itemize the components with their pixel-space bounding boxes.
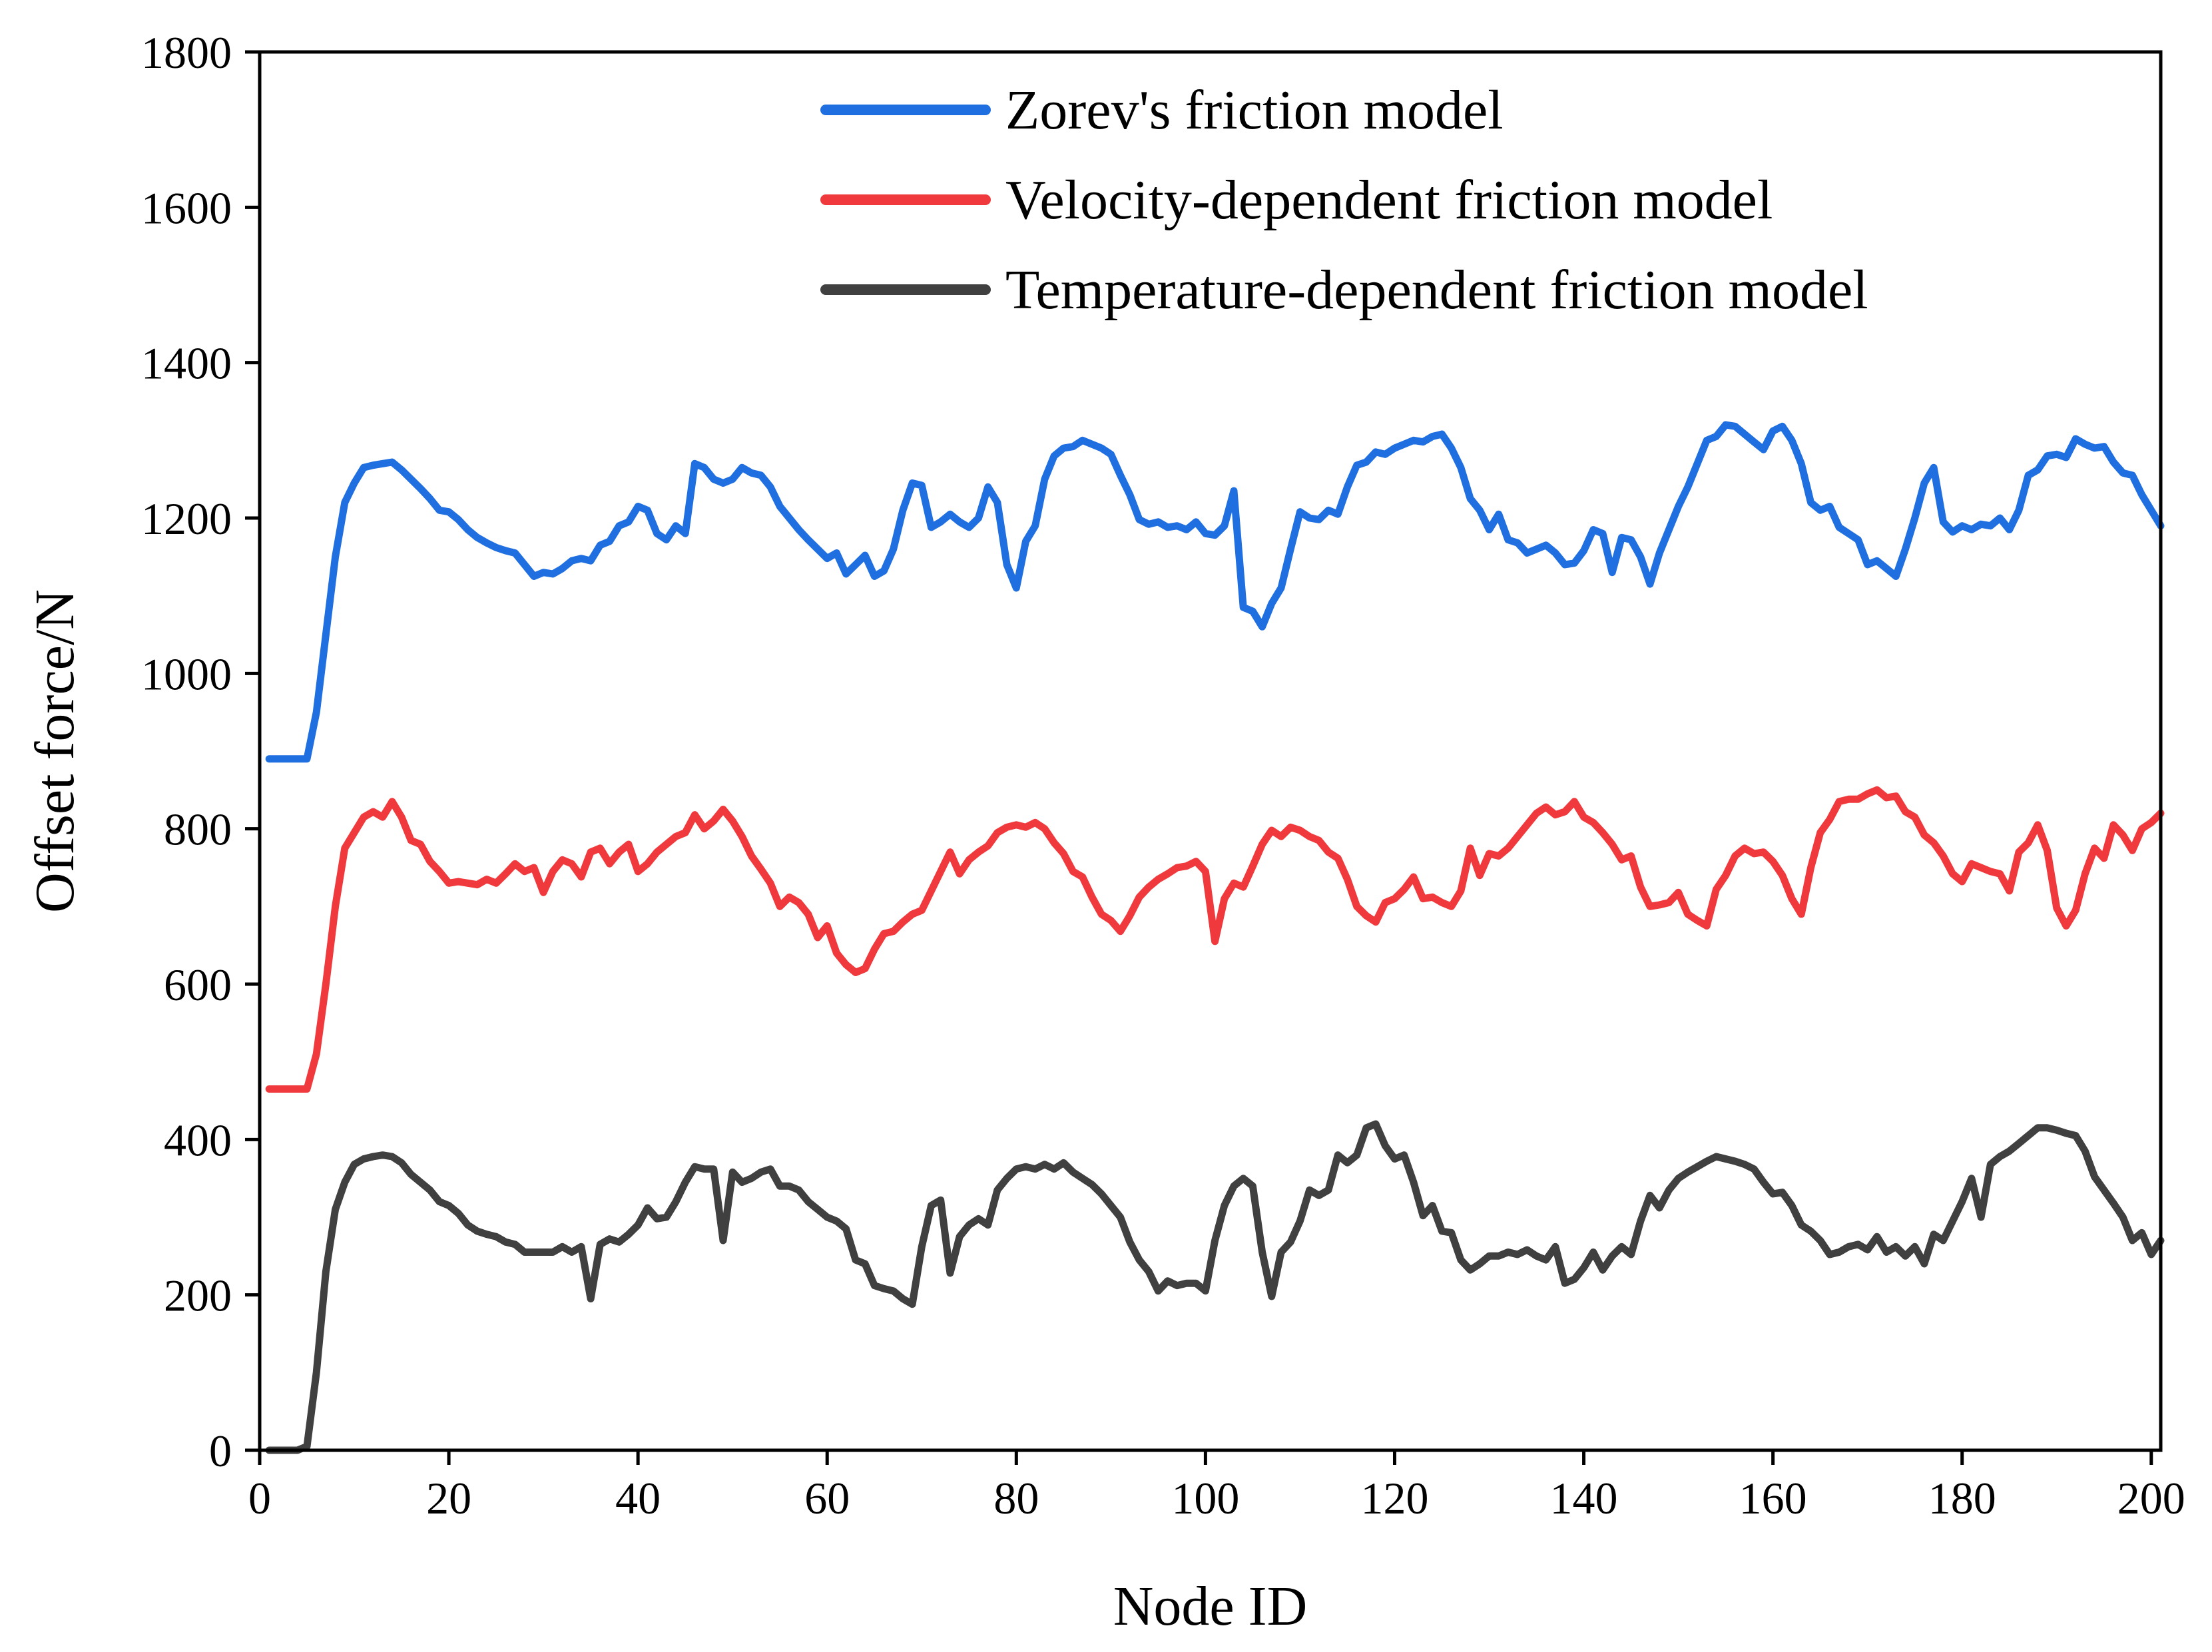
- y-tick-label: 600: [164, 960, 232, 1010]
- legend: Zorev's friction model Velocity-dependent…: [820, 79, 1868, 321]
- y-tick-label: 1200: [141, 493, 232, 544]
- x-tick-label: 120: [1360, 1473, 1428, 1523]
- x-tick-label: 160: [1739, 1473, 1807, 1523]
- ticks-layer: 0 20 40 60 80 100 120 140 160 180 200 0 200 400 600 800…: [141, 27, 2185, 1523]
- series-line-3: [265, 1120, 2165, 1454]
- y-axis-title: Offset force/N: [24, 589, 86, 913]
- y-tick-label: 400: [164, 1115, 232, 1165]
- x-axis-title: Node ID: [1113, 1575, 1308, 1637]
- legend-label-3: Temperature-dependent friction model: [1005, 259, 1868, 321]
- plot-frame: [258, 50, 2163, 1452]
- x-tick-label: 0: [248, 1473, 271, 1523]
- y-tick-label: 200: [164, 1270, 232, 1321]
- series-line-2: [265, 786, 2165, 1093]
- y-tick-label: 1000: [141, 649, 232, 699]
- y-tick-label: 1400: [141, 338, 232, 389]
- x-tick-label: 80: [993, 1473, 1039, 1523]
- series-line-1: [265, 421, 2165, 763]
- y-tick-label: 0: [209, 1426, 232, 1476]
- x-tick-label: 100: [1171, 1473, 1239, 1523]
- x-tick-label: 180: [1928, 1473, 1996, 1523]
- x-tick-label: 20: [426, 1473, 471, 1523]
- x-tick-label: 60: [804, 1473, 850, 1523]
- series-layer: [265, 421, 2165, 1454]
- x-tick-label: 40: [615, 1473, 661, 1523]
- legend-label-2: Velocity-dependent friction model: [1005, 169, 1773, 231]
- y-tick-label: 800: [164, 804, 232, 855]
- x-tick-label: 140: [1550, 1473, 1618, 1523]
- y-tick-label: 1800: [141, 27, 232, 78]
- legend-label-1: Zorev's friction model: [1005, 79, 1504, 141]
- x-tick-label: 200: [2117, 1473, 2185, 1523]
- y-tick-label: 1600: [141, 182, 232, 233]
